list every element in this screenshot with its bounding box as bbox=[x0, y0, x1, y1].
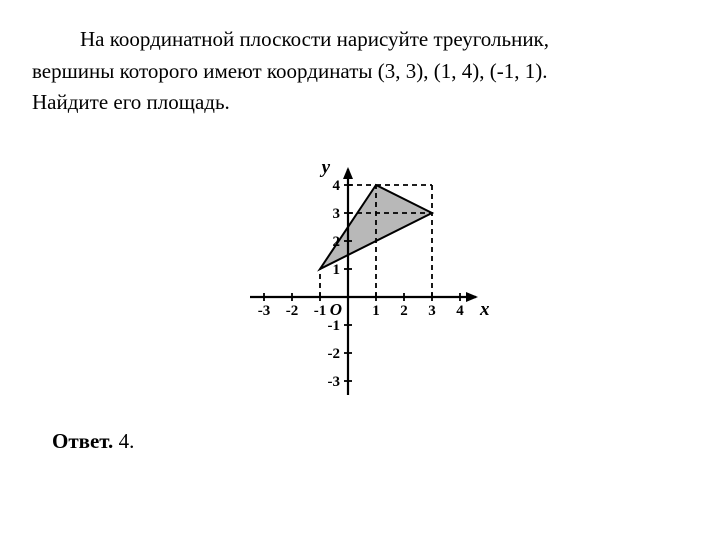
problem-statement: На координатной плоскости нарисуйте треу… bbox=[32, 24, 688, 119]
svg-text:4: 4 bbox=[456, 303, 464, 319]
answer-label: Ответ. bbox=[52, 429, 113, 453]
problem-line2: вершины которого имеют координаты (3, 3)… bbox=[32, 59, 547, 83]
svg-text:4: 4 bbox=[333, 178, 341, 194]
svg-text:x: x bbox=[479, 299, 490, 320]
svg-text:2: 2 bbox=[400, 303, 408, 319]
svg-text:-2: -2 bbox=[328, 346, 341, 362]
svg-text:-2: -2 bbox=[286, 303, 299, 319]
problem-line1: На координатной плоскости нарисуйте треу… bbox=[80, 27, 549, 51]
answer-value: 4. bbox=[119, 429, 135, 453]
svg-text:O: O bbox=[330, 300, 342, 319]
svg-text:-1: -1 bbox=[328, 318, 341, 334]
svg-text:y: y bbox=[320, 157, 331, 178]
svg-text:3: 3 bbox=[428, 303, 436, 319]
svg-text:-3: -3 bbox=[328, 374, 341, 390]
svg-text:2: 2 bbox=[333, 234, 341, 250]
problem-line3: Найдите его площадь. bbox=[32, 90, 230, 114]
answer: Ответ. 4. bbox=[52, 429, 688, 454]
coordinate-plane-chart: -3 -2 -1 1 2 3 4 -3 -2 -1 1 2 3 4 Ox y bbox=[220, 139, 500, 399]
svg-text:3: 3 bbox=[333, 206, 341, 222]
svg-text:1: 1 bbox=[333, 262, 341, 278]
svg-text:-3: -3 bbox=[258, 303, 271, 319]
svg-text:-1: -1 bbox=[314, 303, 327, 319]
svg-text:1: 1 bbox=[372, 303, 380, 319]
